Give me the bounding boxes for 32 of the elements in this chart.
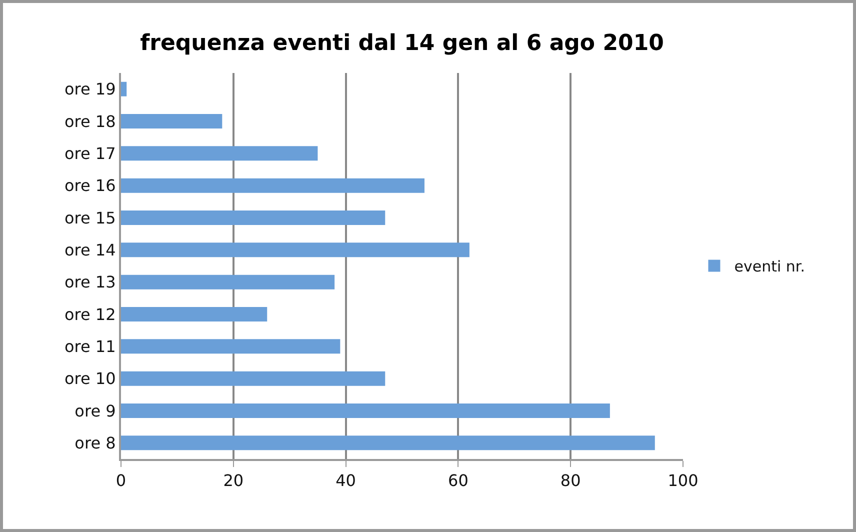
y-tick-label: ore 13	[64, 272, 116, 292]
x-tick-label: 60	[448, 471, 468, 490]
bar	[121, 307, 268, 322]
bar	[121, 178, 424, 193]
y-tick-label: ore 19	[64, 80, 116, 99]
x-tick-label: 0	[116, 471, 126, 490]
y-tick-label: ore 12	[64, 304, 116, 324]
bar	[121, 146, 318, 161]
x-tick-label: 40	[336, 471, 356, 490]
y-tick-label: ore 10	[64, 369, 116, 388]
bar	[121, 114, 222, 128]
x-tick-label: 20	[223, 471, 244, 490]
y-tick-label: ore 8	[74, 434, 116, 453]
y-tick-label: ore 9	[74, 401, 116, 420]
y-tick-label: ore 14	[64, 240, 116, 260]
y-tick-label: ore 11	[64, 337, 116, 356]
y-tick-label: ore 18	[64, 112, 116, 131]
x-tick-label: 80	[560, 471, 581, 490]
x-tick-label: 100	[668, 471, 698, 490]
bar	[121, 210, 386, 225]
legend-label: eventi nr.	[734, 258, 805, 276]
y-tick-label: ore 15	[64, 208, 116, 228]
bar	[121, 404, 610, 418]
bar	[121, 82, 127, 96]
y-tick-label: ore 16	[64, 176, 116, 196]
bar	[121, 339, 340, 354]
y-tick-label: ore 17	[64, 144, 116, 164]
bar	[121, 371, 386, 386]
bar	[121, 436, 655, 450]
bar	[121, 274, 335, 290]
bar	[121, 242, 470, 258]
chart-title: frequenza eventi dal 14 gen al 6 ago 2010	[140, 30, 664, 56]
